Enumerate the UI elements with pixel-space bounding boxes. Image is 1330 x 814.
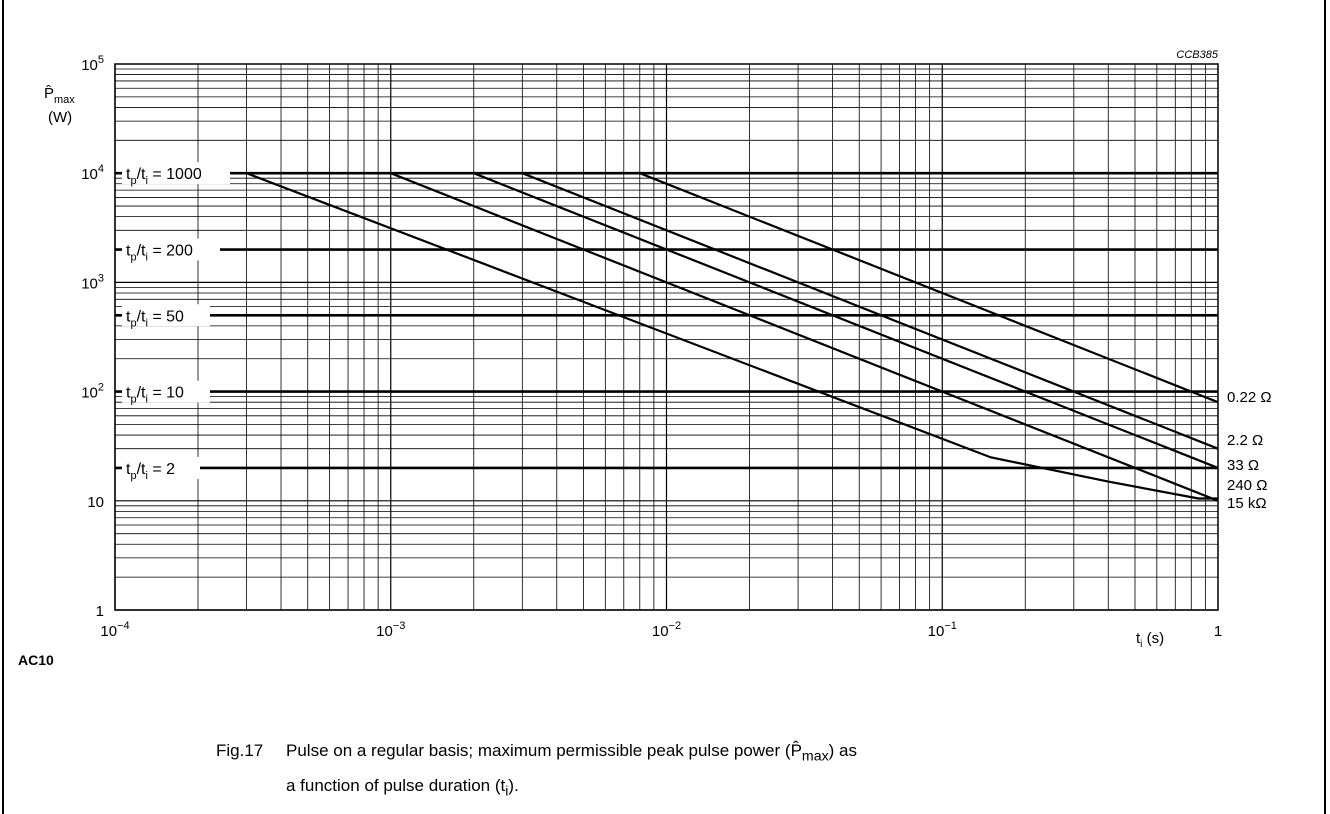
duty-label-bg [122, 456, 200, 479]
y-tick-label: 1 [96, 603, 104, 620]
caption-symbol-sub: max [801, 748, 829, 765]
curve-line [521, 172, 1219, 450]
curve-label: 240 Ω [1227, 477, 1267, 494]
y-axis-label: P̂max [44, 85, 75, 106]
x-tick-label: 1 [1214, 623, 1222, 640]
y-tick-label: 104 [81, 163, 104, 183]
section-label: AC10 [18, 652, 54, 668]
duty-cycle-lines: tp/ti = 1000 tp/ti = 200 tp/ti = 50 tp/ti =… [115, 162, 1218, 482]
caption-line1-post: ) as [828, 741, 857, 760]
duty-label-bg [122, 238, 220, 261]
caption-line2-pre: a function of pulse duration (t [286, 776, 506, 796]
x-tick-label: 10−4 [100, 620, 129, 640]
duty-label: tp/ti = 10 [126, 385, 184, 406]
figure-number: Fig.17 [216, 741, 264, 760]
pulse-power-chart: tp/ti = 1000 tp/ti = 200 tp/ti = 50 tp/ti =… [44, 49, 1272, 650]
axis-tick-labels: 10−4 10−3 10−2 10−1 1 1 10 102 103 104 105 [81, 54, 1222, 640]
x-tick-label: 10−1 [928, 620, 957, 640]
figure-code: CCB385 [1176, 49, 1218, 61]
duty-label-bg [122, 162, 230, 185]
caption-line2-sub: i [505, 783, 509, 800]
x-tick-label: 10−2 [652, 620, 681, 640]
curve-line [246, 172, 1218, 500]
curve-line [639, 172, 1219, 404]
resistance-curves: 0.22 Ω 2.2 Ω 33 Ω 240 Ω15 kΩ [246, 172, 1272, 512]
curve-line [473, 172, 1219, 469]
curve-label: 33 Ω [1227, 457, 1259, 474]
caption-symbol: P̂ [790, 741, 802, 760]
y-tick-label: 102 [81, 382, 104, 402]
duty-label-bg [122, 380, 210, 403]
y-tick-label: 105 [81, 54, 104, 74]
y-tick-label: 103 [81, 272, 104, 292]
curve-label: 2.2 Ω [1227, 432, 1263, 449]
caption-line1-pre: Pulse on a regular basis; maximum permis… [286, 741, 791, 760]
curve-label: 15 kΩ [1227, 495, 1267, 512]
curve-label: 0.22 Ω [1227, 389, 1272, 406]
curve-line [390, 172, 1219, 502]
duty-label: tp/ti = 2 [126, 461, 175, 482]
x-tick-label: 10−3 [376, 620, 405, 640]
duty-label: tp/ti = 50 [126, 308, 184, 329]
caption-line2-post: ). [508, 776, 519, 796]
labels: P̂max (W) ti (s) CCB385 [44, 49, 1219, 650]
figure-caption: Fig.17 Pulse on a regular basis; maximum … [216, 736, 1066, 807]
duty-label: tp/ti = 1000 [126, 166, 202, 187]
duty-label: tp/ti = 200 [126, 243, 193, 264]
x-axis-label: ti (s) [1136, 630, 1164, 650]
y-axis-unit: (W) [48, 109, 72, 126]
y-tick-label: 10 [87, 494, 104, 511]
duty-label-bg [122, 304, 210, 327]
